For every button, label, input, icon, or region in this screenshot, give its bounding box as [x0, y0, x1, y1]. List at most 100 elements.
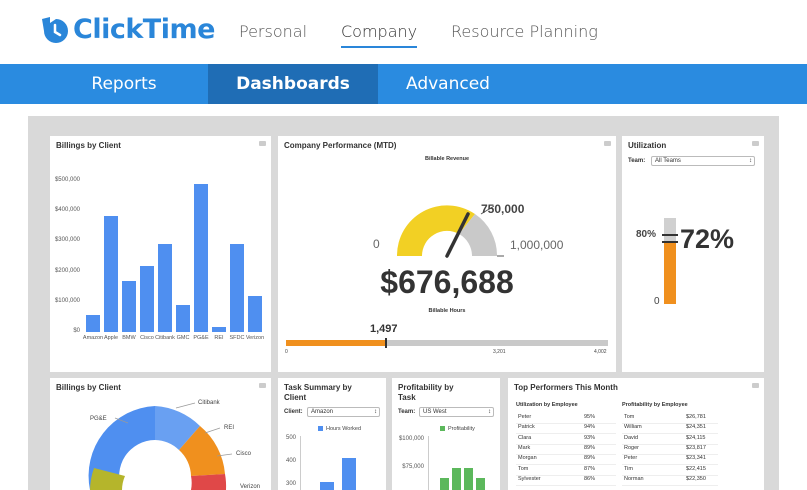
widget-title: Company Performance (MTD) — [284, 141, 397, 150]
ytick: $75,000 — [402, 464, 424, 470]
ytick: $400,000 — [54, 207, 80, 214]
row-divider — [622, 433, 718, 435]
hours-label: Billable Hours — [428, 308, 466, 314]
performer-name: Clara — [518, 434, 532, 441]
widget-menu-icon[interactable] — [752, 141, 759, 146]
client-select[interactable]: Amazon — [307, 407, 380, 417]
top-performers-widget: Top Performers This Month Utilization by… — [508, 378, 764, 490]
billings-bar[interactable] — [248, 295, 262, 332]
pie-label-pge: PG&E — [90, 416, 107, 422]
performer-name: Morgan — [518, 455, 537, 462]
utilization-zero: 0 — [654, 296, 660, 307]
tab-advanced[interactable]: Advanced — [406, 74, 490, 94]
performer-name: Tim — [624, 465, 633, 472]
clicktime-logo[interactable]: ClickTime — [40, 14, 215, 45]
clock-logo-icon — [42, 16, 68, 43]
nav-personal[interactable]: Personal — [239, 22, 308, 41]
task-summary-widget: Task Summary by Client Client: Amazon Ho… — [278, 378, 386, 490]
performer-name: Patrick — [518, 424, 535, 431]
billings-bar[interactable] — [158, 243, 172, 332]
widget-title: Task Summary by Client — [284, 383, 352, 402]
widget-menu-icon[interactable] — [259, 383, 266, 388]
row-divider — [622, 464, 718, 466]
pie-label-cisco: Cisco — [236, 451, 252, 457]
legend-swatch — [318, 426, 323, 432]
performer-value: $22,415 — [686, 465, 706, 472]
team-select[interactable]: US West — [419, 407, 494, 417]
ytick: 500 — [285, 435, 296, 441]
gauge-rest-arc — [459, 214, 498, 256]
widget-menu-icon[interactable] — [752, 383, 759, 388]
y-axis — [428, 436, 429, 490]
billings-bar[interactable] — [230, 243, 244, 332]
gauge-label: Billable Revenue — [424, 156, 470, 162]
performer-value: 86% — [584, 475, 596, 482]
billings-bar[interactable] — [86, 315, 100, 332]
slice-citibank — [155, 406, 200, 450]
billings-bar[interactable] — [212, 326, 226, 332]
widget-title: Billings by Client — [56, 141, 121, 150]
row-divider — [516, 464, 616, 466]
nav-resource-planning[interactable]: Resource Planning — [451, 22, 598, 41]
target-label: 80% — [636, 229, 657, 240]
profit-bar — [476, 478, 485, 490]
legend-text: Hours Worked — [326, 426, 362, 432]
nav-company[interactable]: Company — [341, 22, 418, 48]
billings-bar[interactable] — [176, 305, 190, 332]
prof-header: Profitability by Employee — [622, 402, 688, 408]
performer-value: $23,817 — [686, 444, 706, 451]
utilization-widget: Utilization Team: All Teams 80% 72% 0 — [622, 136, 764, 372]
row-divider — [516, 423, 616, 424]
performer-value: $23,341 — [686, 455, 706, 462]
performer-value: 95% — [584, 414, 596, 420]
tab-dashboards[interactable]: Dashboards — [208, 64, 378, 104]
hours-max: 4,002 — [594, 349, 607, 355]
performer-value: 93% — [584, 434, 596, 441]
performer-name: Tom — [518, 465, 529, 472]
top-header: ClickTime Personal Company Resource Plan… — [0, 0, 807, 64]
ytick: $300,000 — [54, 237, 80, 244]
pie-label-rei: REI — [224, 425, 235, 431]
team-select[interactable]: All Teams — [651, 156, 755, 166]
ytick: 400 — [285, 458, 296, 464]
slice-cisco — [191, 474, 227, 490]
utilization-value: 72% — [680, 224, 735, 254]
performer-value: $22,350 — [686, 475, 706, 482]
gauge-mid: 750,000 — [481, 202, 525, 216]
slice-rei — [179, 426, 225, 476]
legend-swatch — [440, 426, 445, 432]
widget-title: Profitability by Task — [398, 383, 454, 402]
performer-value: 94% — [584, 424, 596, 431]
hours-value: 1,497 — [370, 323, 398, 335]
performer-value: 87% — [584, 465, 596, 472]
row-divider — [622, 453, 718, 455]
x-tick-label: Apple — [103, 335, 119, 341]
ytick: $500,000 — [54, 177, 80, 183]
billings-bar[interactable] — [194, 184, 208, 332]
logo-text: ClickTime — [73, 14, 215, 45]
utilization-bar-fill — [664, 242, 676, 304]
widget-menu-icon[interactable] — [259, 141, 266, 146]
profit-bar — [464, 468, 473, 490]
performer-name: David — [624, 434, 639, 441]
x-tick-label: Cisco — [140, 335, 154, 341]
sub-nav: Reports Dashboards Advanced — [0, 64, 807, 104]
hours-bar-track — [286, 340, 608, 346]
widget-menu-icon[interactable] — [604, 141, 611, 146]
performer-name: William — [624, 424, 642, 431]
slice-other — [90, 468, 125, 490]
billings-bar[interactable] — [140, 265, 154, 332]
billings-bar[interactable] — [104, 215, 118, 332]
gauge-min: 0 — [373, 237, 380, 251]
performer-value: $24,115 — [686, 434, 706, 441]
ytick: $0 — [73, 328, 80, 334]
ytick: $200,000 — [54, 267, 80, 274]
widget-title: Billings by Client — [56, 383, 121, 392]
tab-reports[interactable]: Reports — [91, 74, 157, 94]
billings-bar[interactable] — [122, 280, 136, 332]
billings-pie-widget: Billings by Client PG&E Citibank REI Cis… — [50, 378, 271, 490]
revenue-gauge — [396, 205, 504, 258]
company-performance-widget: Company Performance (MTD) Billable Reven… — [278, 136, 616, 372]
client-label: Client: — [284, 409, 303, 415]
row-divider — [622, 484, 718, 486]
